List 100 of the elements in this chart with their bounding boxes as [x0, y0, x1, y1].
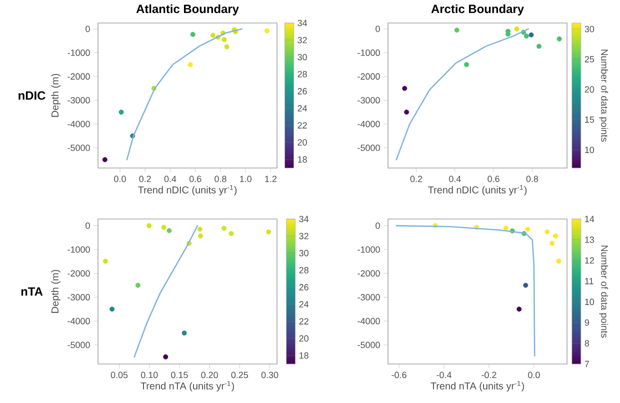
x-tick-label: 0.8 [214, 176, 226, 182]
y-tick-label: -5000 [68, 144, 90, 151]
x-tick-label: 0.15 [171, 372, 188, 378]
point [454, 28, 460, 33]
x-axis-title: Trend nDIC (units yr$^{-1}$) [138, 184, 237, 196]
y-tick-label: -3000 [68, 97, 90, 104]
color-bar-label: 9 [584, 319, 589, 326]
point [198, 233, 204, 238]
color-bar-title: Number of data points [599, 246, 608, 338]
point [135, 282, 140, 288]
x-axis-title: Trend nTA (units yr$^{-1}$) [430, 380, 524, 392]
y-tick-label: -5000 [358, 144, 380, 151]
text: nTA [21, 287, 43, 296]
point [224, 44, 230, 50]
y-tick-label: -2000 [68, 270, 90, 277]
line-series [396, 28, 530, 160]
color-bar-label: 7 [584, 360, 589, 368]
color-bar-label: 28 [299, 266, 308, 274]
x-tick-label: 0.2 [410, 176, 422, 182]
color-bar-label: 26 [298, 88, 307, 94]
point [222, 37, 227, 42]
y-tick-label: 0 [376, 26, 380, 32]
point [544, 229, 550, 234]
x-tick-label: 1.0 [240, 176, 252, 182]
color-bar-label: 20 [584, 86, 594, 93]
y-tick-label: -3000 [358, 97, 380, 104]
color-bar-label: 18 [298, 156, 307, 163]
color-bar-label: 24 [299, 301, 309, 308]
chart-title: Arctic Boundary [431, 4, 524, 16]
color-bar-label: 25 [584, 56, 594, 62]
x-tick-label: 0.6 [189, 176, 202, 182]
y-tick-label: -5000 [358, 342, 380, 348]
y-tick-label: -3000 [358, 294, 380, 300]
y-tick-label: 0 [86, 26, 90, 32]
color-bar-label: 28 [298, 70, 307, 78]
color-bar-title: Number of data points [599, 50, 608, 142]
point [556, 258, 562, 264]
point [525, 226, 530, 232]
x-axis-title: Trend nTA (units yr$^{-1}$) [140, 380, 234, 392]
color-bar-label: 14 [585, 216, 594, 222]
point [550, 240, 555, 246]
x-tick-label: 0.20 [201, 372, 218, 378]
y-tick-label: -1000 [68, 246, 90, 253]
point [264, 28, 270, 34]
point [514, 26, 520, 32]
point [528, 32, 534, 38]
point [182, 330, 187, 336]
y-tick-label: 0 [376, 222, 380, 229]
y-tick-label: -2000 [68, 73, 90, 80]
point [536, 44, 542, 49]
x-tick-label: 0.2 [139, 176, 151, 182]
color-bar-label: 11 [585, 278, 594, 284]
point [556, 36, 562, 42]
point [266, 229, 272, 234]
y-tick-label: -4000 [68, 120, 90, 128]
color-bar-label: 10 [585, 298, 594, 306]
chart-title: Atlantic Boundary [136, 4, 239, 16]
color-bar-label: 15 [585, 116, 594, 123]
color-bar-label: 30 [299, 250, 308, 256]
color-bar-label: 34 [298, 20, 308, 26]
color-bar-label: 12 [585, 257, 594, 264]
color-bar-label: 13 [585, 236, 594, 243]
y-axis-title: Depth (m) [51, 270, 60, 313]
point [166, 228, 172, 234]
point [190, 32, 196, 37]
line-series [126, 28, 242, 160]
point [404, 110, 410, 115]
point [197, 226, 202, 232]
color-bar-label: 20 [298, 139, 307, 146]
point [553, 233, 558, 238]
y-tick-label: 0 [86, 222, 90, 229]
color-bar-label: 10 [585, 146, 594, 154]
color-bar-label: 32 [299, 232, 308, 240]
y-tick-label: -4000 [68, 318, 90, 324]
color-bar-label: 8 [584, 340, 590, 346]
x-tick-label: 0.25 [231, 372, 248, 378]
text: nDIC [18, 91, 46, 100]
point [102, 157, 108, 162]
point [516, 306, 522, 312]
x-tick-label: -0.4 [436, 372, 452, 378]
color-bar-label: 30 [584, 26, 594, 32]
point [118, 110, 124, 115]
x-tick-label: 0.4 [164, 176, 176, 182]
y-tick-label: -4000 [358, 120, 380, 128]
x-tick-label: 0.6 [488, 176, 500, 182]
y-tick-label: -1000 [68, 50, 90, 56]
point [524, 34, 529, 39]
point [163, 354, 168, 360]
point [523, 282, 528, 288]
y-tick-label: -3000 [68, 294, 90, 300]
x-axis-title: Trend nDIC (units yr$^{-1}$) [428, 184, 527, 196]
point [188, 62, 193, 68]
x-tick-label: -0.6 [392, 372, 406, 378]
color-bar-label: 22 [299, 318, 308, 324]
point [222, 226, 227, 231]
y-tick-label: -4000 [358, 318, 380, 324]
x-tick-label: 1.2 [265, 176, 277, 182]
point [146, 223, 152, 228]
color-bar-label: 30 [298, 54, 307, 60]
color-bar-label: 18 [300, 352, 308, 359]
